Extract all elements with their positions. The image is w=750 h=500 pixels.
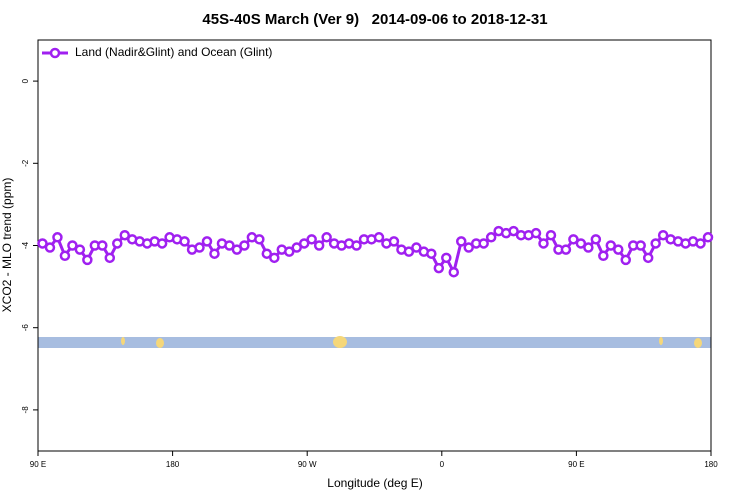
data-point bbox=[37, 238, 48, 249]
data-point bbox=[642, 252, 654, 264]
data-point bbox=[44, 242, 56, 253]
data-point bbox=[269, 252, 280, 264]
data-point bbox=[209, 248, 220, 259]
data-point bbox=[261, 248, 273, 259]
data-point bbox=[74, 244, 86, 255]
data-point bbox=[298, 238, 310, 249]
data-point bbox=[485, 232, 497, 243]
data-point bbox=[231, 244, 243, 255]
legend-marker bbox=[49, 47, 61, 59]
data-point bbox=[411, 242, 422, 253]
data-point bbox=[388, 236, 400, 247]
data-point bbox=[650, 238, 661, 249]
x-axis-label: Longitude (deg E) bbox=[327, 476, 422, 490]
data-point bbox=[508, 225, 519, 237]
data-point bbox=[52, 232, 63, 243]
x-tick-label: 90 E bbox=[30, 460, 46, 469]
land-spot bbox=[121, 337, 125, 345]
data-point bbox=[635, 240, 646, 251]
data-point bbox=[284, 246, 295, 257]
data-point bbox=[59, 250, 71, 262]
x-tick-label: 180 bbox=[704, 460, 718, 469]
data-point bbox=[254, 234, 265, 245]
y-axis-label: XCO2 - MLO trend (ppm) bbox=[0, 178, 14, 313]
data-point bbox=[657, 229, 669, 241]
ocean-band bbox=[38, 337, 711, 348]
data-point bbox=[97, 240, 108, 251]
x-tick-label: 0 bbox=[440, 460, 445, 469]
data-point bbox=[112, 238, 123, 249]
data-point bbox=[620, 254, 632, 266]
data-point bbox=[239, 240, 250, 251]
data-point bbox=[433, 262, 445, 274]
y-tick-label: 0 bbox=[21, 78, 30, 83]
data-point bbox=[455, 236, 467, 247]
data-point bbox=[201, 236, 213, 247]
data-point bbox=[575, 238, 587, 249]
data-point bbox=[545, 229, 557, 241]
land-ocean-band bbox=[38, 336, 711, 348]
data-point bbox=[313, 240, 325, 251]
x-tick-label: 180 bbox=[166, 460, 180, 469]
data-point bbox=[403, 246, 415, 257]
data-point bbox=[695, 238, 706, 249]
data-point bbox=[373, 232, 385, 243]
data-point bbox=[530, 227, 542, 239]
data-point bbox=[321, 232, 332, 243]
y-tick-label: -8 bbox=[21, 406, 30, 414]
data-point bbox=[104, 252, 116, 264]
data-point bbox=[351, 240, 362, 251]
data-point bbox=[291, 242, 302, 253]
y-tick-label: -6 bbox=[21, 324, 30, 332]
data-point bbox=[441, 252, 452, 264]
data-point bbox=[67, 240, 78, 251]
data-point bbox=[119, 229, 130, 241]
y-tick-label: -2 bbox=[21, 159, 30, 167]
data-point bbox=[538, 238, 549, 249]
data-point bbox=[568, 234, 579, 245]
x-tick-label: 90 W bbox=[298, 460, 317, 469]
data-point bbox=[179, 236, 190, 247]
data-point bbox=[702, 232, 714, 243]
data-point bbox=[598, 250, 609, 262]
data-point bbox=[463, 242, 474, 253]
data-point bbox=[82, 254, 93, 266]
data-point bbox=[306, 234, 317, 245]
legend-label: Land (Nadir&Glint) and Ocean (Glint) bbox=[75, 45, 272, 59]
data-point bbox=[448, 266, 460, 278]
land-spot bbox=[333, 336, 347, 348]
data-point bbox=[590, 234, 602, 245]
y-tick-label: -4 bbox=[21, 241, 30, 249]
data-point bbox=[613, 244, 624, 255]
x-tick-label: 90 E bbox=[568, 460, 584, 469]
data-point bbox=[156, 238, 168, 249]
data-point bbox=[605, 240, 617, 251]
data-point bbox=[478, 238, 489, 249]
chart-title: 45S-40S March (Ver 9) 2014-09-06 to 2018… bbox=[202, 11, 547, 28]
land-spot bbox=[156, 338, 164, 348]
data-point bbox=[224, 240, 235, 251]
land-spot bbox=[694, 338, 702, 348]
data-point bbox=[426, 248, 437, 259]
data-point bbox=[194, 242, 205, 253]
land-spot bbox=[659, 337, 663, 345]
data-point bbox=[583, 242, 594, 253]
data-point bbox=[560, 244, 572, 255]
